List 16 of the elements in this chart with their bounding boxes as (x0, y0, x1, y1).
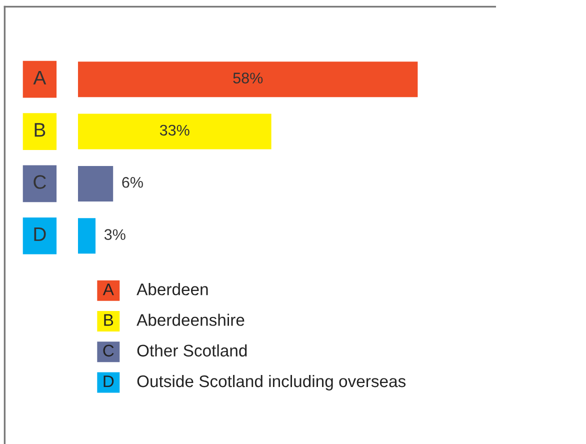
text: Other Scotland (137, 344, 247, 357)
y-tick-label: D (34, 228, 46, 241)
category-label: D (104, 376, 114, 388)
category-label: C (103, 344, 114, 357)
y-tick-label: C (34, 175, 46, 189)
text: Aberdeenshire (136, 314, 244, 326)
text: Outside Scotland including overseas (137, 374, 406, 390)
y-tick-label: A (33, 71, 46, 84)
data-label: 33% (160, 124, 190, 136)
category-label: B (104, 314, 114, 326)
data-label: 3% (104, 229, 126, 240)
category-label: A (102, 284, 114, 296)
data-label: 58% (233, 72, 263, 84)
text: Aberdeen (136, 283, 208, 296)
y-tick-label: B (34, 123, 46, 137)
data-label: 6% (122, 176, 143, 188)
